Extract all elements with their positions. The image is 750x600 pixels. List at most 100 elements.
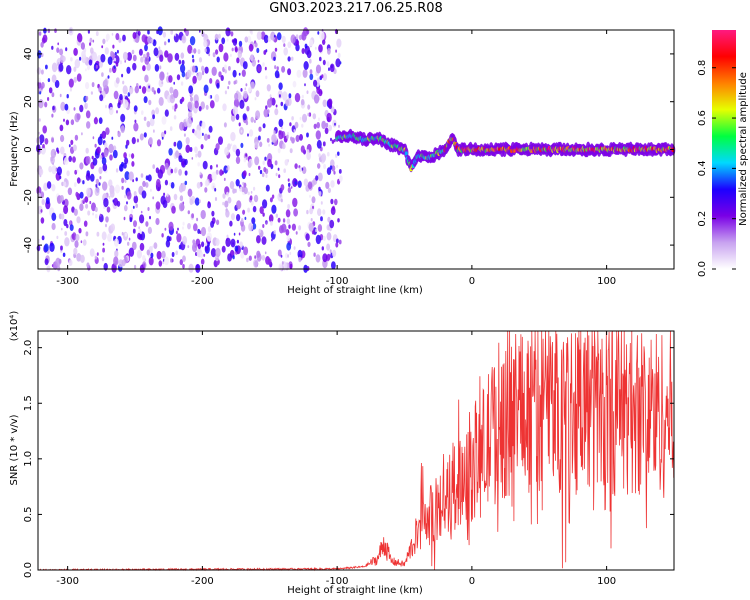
heatmap-cell — [85, 231, 89, 237]
heatmap-cell — [175, 230, 178, 235]
heatmap-cell — [141, 86, 147, 94]
heatmap-cell — [261, 236, 267, 245]
heatmap-cell — [315, 254, 321, 263]
heatmap-cell — [110, 223, 115, 232]
heatmap-cell — [161, 81, 163, 85]
heatmap-cell — [115, 168, 119, 173]
heatmap-cell — [210, 248, 217, 258]
heatmap-cell — [205, 104, 209, 110]
heatmap-cell — [221, 245, 226, 253]
heatmap-cell — [232, 69, 237, 78]
heatmap-cell — [246, 105, 250, 112]
heatmap-cell — [268, 214, 274, 223]
heatmap-cell — [151, 245, 154, 249]
heatmap-cell — [68, 78, 74, 88]
heatmap-cell — [156, 139, 162, 147]
y-tick-label: -40 — [23, 237, 34, 253]
heatmap-cell — [227, 86, 230, 90]
heatmap-cell — [142, 65, 146, 72]
heatmap-cell — [196, 217, 199, 222]
heatmap-cell — [275, 213, 278, 218]
heatmap-cell — [144, 44, 148, 52]
heatmap-cell — [164, 130, 167, 135]
heatmap-cell — [256, 31, 262, 40]
heatmap-cell — [167, 38, 170, 43]
heatmap-cell — [64, 237, 70, 247]
heatmap-cell — [225, 27, 231, 37]
heatmap-cell — [315, 64, 322, 74]
heatmap-cell — [202, 160, 208, 170]
heatmap-cell — [310, 218, 313, 222]
heatmap-cell — [338, 175, 343, 182]
x-tick-label: 100 — [597, 276, 616, 287]
heatmap-cell — [259, 169, 263, 175]
heatmap-cell — [59, 48, 64, 56]
heatmap-cell — [187, 101, 192, 110]
heatmap-cell — [184, 158, 188, 166]
heatmap-cell — [102, 242, 105, 246]
heatmap-cell — [56, 47, 60, 53]
heatmap-cell — [153, 242, 158, 250]
spectrogram-y-axis-label: Frequency (Hz) — [9, 111, 20, 187]
heatmap-cell — [179, 121, 185, 131]
heatmap-cell — [156, 178, 161, 187]
colorbar-tick-label: 0.2 — [697, 211, 708, 227]
heatmap-cell — [101, 157, 107, 166]
heatmap-cell — [210, 220, 215, 228]
heatmap-cell — [321, 120, 327, 130]
heatmap-cell — [155, 201, 161, 210]
heatmap-cell — [335, 49, 337, 53]
heatmap-cell — [192, 239, 196, 245]
heatmap-cell — [246, 257, 249, 263]
heatmap-cell — [264, 156, 267, 161]
heatmap-cell — [128, 237, 131, 241]
heatmap-cell — [150, 252, 154, 258]
heatmap-cell — [309, 58, 312, 64]
heatmap-cell — [68, 259, 73, 267]
heatmap-cell — [51, 45, 54, 50]
heatmap-cell — [285, 209, 291, 218]
heatmap-cell — [300, 99, 305, 106]
heatmap-cell — [287, 41, 292, 49]
heatmap-cell — [135, 203, 138, 208]
heatmap-cell — [307, 181, 313, 190]
heatmap-cell — [150, 38, 154, 44]
heatmap-cell — [278, 263, 283, 271]
heatmap-cell — [101, 45, 104, 49]
heatmap-cell — [74, 182, 77, 187]
heatmap-cell — [192, 58, 195, 63]
heatmap-cell — [218, 33, 221, 39]
heatmap-cell — [92, 39, 95, 43]
heatmap-cell — [265, 105, 268, 110]
heatmap-cell — [175, 250, 178, 256]
heatmap-cell — [185, 29, 190, 37]
heatmap-cell — [269, 197, 273, 203]
heatmap-cell — [73, 47, 78, 56]
heatmap-cell — [285, 99, 290, 107]
heatmap-cell — [250, 116, 254, 123]
heatmap-cell — [52, 162, 54, 166]
heatmap-cell — [73, 247, 78, 255]
heatmap-cell — [233, 80, 236, 85]
heatmap-cell — [288, 93, 292, 99]
heatmap-cell — [285, 229, 290, 236]
heatmap-cell — [54, 80, 60, 88]
heatmap-cell — [123, 216, 126, 221]
heatmap-cell — [265, 184, 270, 192]
heatmap-cell — [263, 108, 269, 118]
heatmap-cell — [171, 252, 175, 257]
heatmap-cell — [240, 142, 244, 148]
heatmap-cell — [181, 59, 185, 66]
heatmap-cell — [321, 246, 324, 251]
heatmap-cell — [308, 222, 314, 232]
heatmap-cell — [184, 180, 188, 186]
heatmap-cell — [112, 199, 115, 203]
heatmap-cell — [258, 126, 262, 132]
heatmap-cell — [216, 164, 218, 168]
heatmap-cell — [230, 31, 234, 37]
heatmap-cell — [320, 201, 323, 205]
heatmap-cell — [241, 186, 245, 193]
heatmap-cell — [120, 121, 123, 125]
heatmap-cell — [312, 113, 317, 120]
